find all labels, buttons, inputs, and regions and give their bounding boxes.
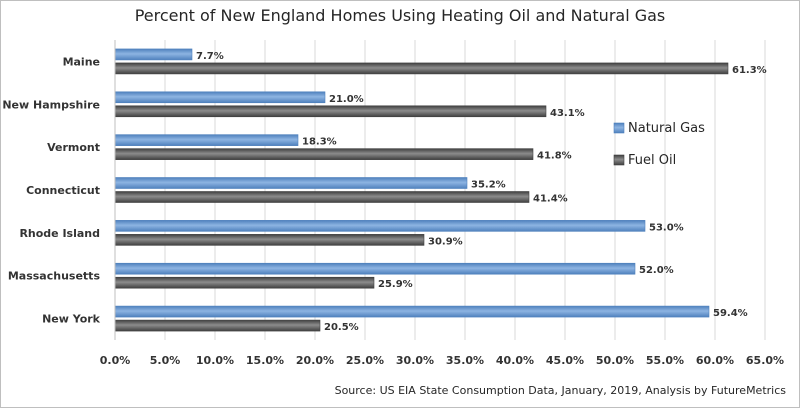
data-label: 18.3% xyxy=(302,137,337,148)
x-tick-label: 15.0% xyxy=(246,354,284,367)
source-note: Source: US EIA State Consumption Data, J… xyxy=(334,384,786,397)
bar-natural-gas xyxy=(114,91,326,104)
bar-fuel-oil xyxy=(114,191,530,203)
legend-label: Natural Gas xyxy=(628,121,705,136)
bar-natural-gas xyxy=(114,177,468,189)
category-label: Maine xyxy=(63,55,100,68)
x-tick-label: 45.0% xyxy=(546,354,584,367)
x-tick-label: 10.0% xyxy=(196,354,234,367)
bar-fuel-oil xyxy=(114,276,375,289)
x-tick-label: 30.0% xyxy=(396,354,434,367)
x-tick-label: 25.0% xyxy=(346,354,384,367)
bar-fuel-oil xyxy=(114,234,425,246)
data-label: 7.7% xyxy=(196,51,224,62)
data-label: 59.4% xyxy=(713,308,748,319)
category-label: New York xyxy=(42,313,101,326)
data-label: 41.8% xyxy=(537,151,572,162)
chart-title: Percent of New England Homes Using Heati… xyxy=(134,6,666,25)
bar-natural-gas xyxy=(114,48,193,61)
data-label: 53.0% xyxy=(649,222,684,233)
x-tick-label: 65.0% xyxy=(746,354,784,367)
category-label: Massachusetts xyxy=(8,270,101,283)
data-label: 52.0% xyxy=(639,265,674,276)
data-label: 30.9% xyxy=(428,236,463,247)
bar-natural-gas xyxy=(114,262,636,275)
data-label: 43.1% xyxy=(550,108,585,119)
bar-natural-gas xyxy=(114,134,299,146)
bar-fuel-oil xyxy=(114,148,534,160)
bar-fuel-oil xyxy=(114,319,321,332)
category-label: Rhode Island xyxy=(19,227,100,240)
x-tick-label: 50.0% xyxy=(596,354,634,367)
category-label: New Hampshire xyxy=(2,98,100,111)
x-tick-label: 60.0% xyxy=(696,354,734,367)
data-label: 21.0% xyxy=(329,94,364,105)
category-label: Vermont xyxy=(47,141,100,154)
data-label: 25.9% xyxy=(378,279,413,290)
bar-natural-gas xyxy=(114,220,646,232)
x-tick-label: 20.0% xyxy=(296,354,334,367)
data-label: 41.4% xyxy=(533,194,568,205)
x-tick-label: 0.0% xyxy=(100,354,131,367)
data-label: 61.3% xyxy=(732,65,767,76)
x-tick-label: 35.0% xyxy=(446,354,484,367)
bar-natural-gas xyxy=(114,305,710,318)
bar-fuel-oil xyxy=(114,62,729,75)
x-tick-label: 40.0% xyxy=(496,354,534,367)
data-label: 20.5% xyxy=(324,322,359,333)
bar-fuel-oil xyxy=(114,105,547,118)
legend-swatch xyxy=(613,122,625,134)
x-tick-label: 55.0% xyxy=(646,354,684,367)
x-tick-label: 5.0% xyxy=(150,354,181,367)
category-label: Connecticut xyxy=(26,184,100,197)
data-label: 35.2% xyxy=(471,180,506,191)
legend-swatch xyxy=(613,154,625,166)
legend-label: Fuel Oil xyxy=(628,153,676,168)
